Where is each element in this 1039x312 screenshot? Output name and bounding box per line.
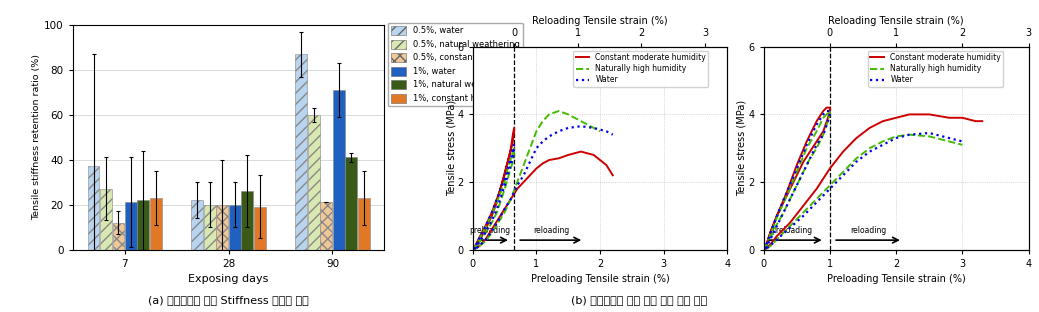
Bar [332,90,345,250]
Text: preloading: preloading [771,226,812,235]
X-axis label: Exposing days: Exposing days [188,274,269,284]
Legend: 0.5%, water, 0.5%, natural weathering, 0.5%, constant humidity, 1%, water, 1%, n: 0.5%, water, 0.5%, natural weathering, 0… [388,23,523,106]
Legend: Constant moderate humidity, Naturally high humidity, Water: Constant moderate humidity, Naturally hi… [869,51,1004,87]
Text: (b) 자기치유에 따른 인장 성능 향상 분석: (b) 자기치유에 따른 인장 성능 향상 분석 [570,295,708,305]
Bar [241,191,254,250]
Text: reloading: reloading [850,226,886,235]
X-axis label: Preloading Tensile strain (%): Preloading Tensile strain (%) [827,274,965,284]
Text: reloading: reloading [533,226,569,235]
Bar [191,200,204,250]
Bar [295,54,308,250]
Bar [137,200,150,250]
Bar [112,223,125,250]
X-axis label: Reloading Tensile strain (%): Reloading Tensile strain (%) [828,16,964,26]
Bar [345,158,357,250]
Bar [87,167,100,250]
Y-axis label: Tensile stress (MPa): Tensile stress (MPa) [446,100,456,196]
Bar [308,115,320,250]
Bar [229,205,241,250]
X-axis label: Preloading Tensile strain (%): Preloading Tensile strain (%) [531,274,669,284]
Y-axis label: Tensile stress (MPa): Tensile stress (MPa) [737,100,747,196]
Legend: Constant moderate humidity, Naturally high humidity, Water: Constant moderate humidity, Naturally hi… [574,51,709,87]
Bar [204,205,216,250]
X-axis label: Reloading Tensile strain (%): Reloading Tensile strain (%) [532,16,668,26]
Y-axis label: Tensile stiffness retention ratio (%): Tensile stiffness retention ratio (%) [32,54,42,220]
Text: preloading: preloading [470,226,511,235]
Bar [150,198,162,250]
Bar [357,198,370,250]
Bar [216,205,229,250]
Bar [320,202,332,250]
Bar [254,207,266,250]
Bar [100,189,112,250]
Text: (a) 자기치유에 의한 Stiffness 회복률 평가: (a) 자기치유에 의한 Stiffness 회복률 평가 [149,295,309,305]
Bar [125,202,137,250]
